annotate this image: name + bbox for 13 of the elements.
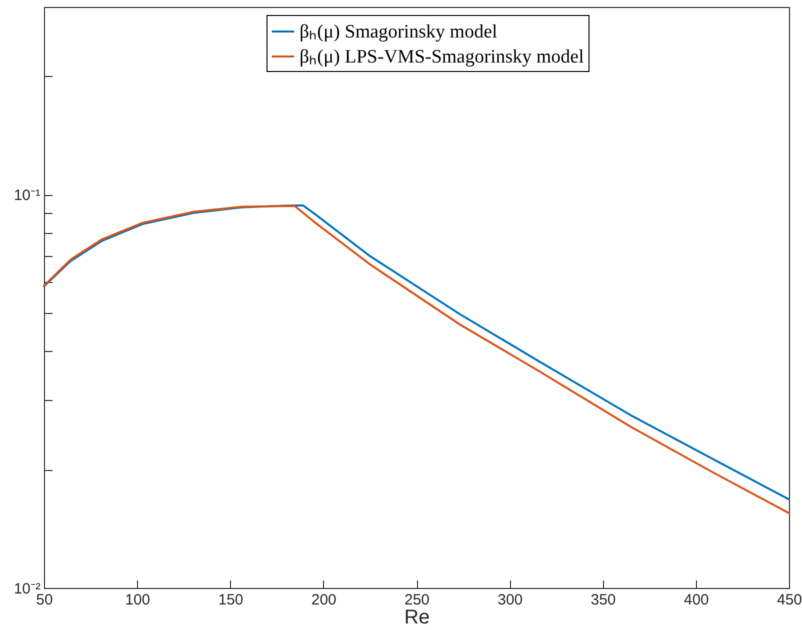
- legend-label: βₕ(μ) LPS-VMS-Smagorinsky model: [300, 46, 584, 68]
- x-axis-title: Re: [404, 606, 430, 628]
- x-tick-label: 150: [218, 592, 244, 608]
- x-tick-label: 400: [684, 592, 709, 608]
- x-tick-label: 300: [498, 592, 523, 608]
- x-tick-label: 200: [311, 592, 336, 608]
- legend-label: βₕ(μ) Smagorinsky model: [300, 22, 498, 42]
- x-tick-label: 350: [590, 592, 616, 608]
- x-tick-label: 450: [776, 592, 802, 608]
- x-tick-label: 250: [404, 592, 430, 608]
- y-tick-label: 10⁻¹: [14, 187, 40, 204]
- x-tick-label: 50: [36, 592, 53, 608]
- x-tick-label: 100: [125, 592, 150, 608]
